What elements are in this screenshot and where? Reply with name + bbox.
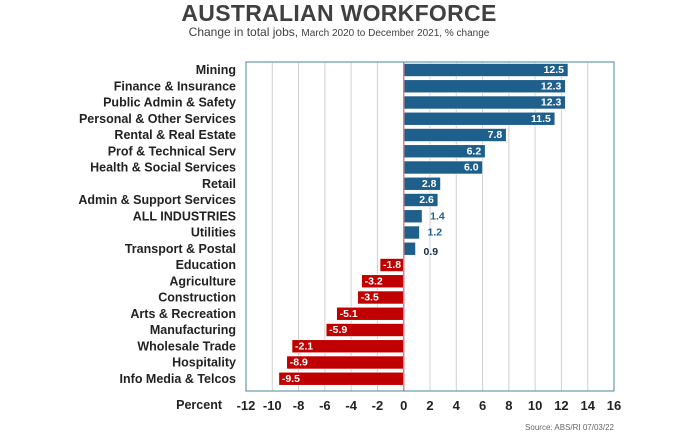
- category-labels: Mining Finance & Insurance Public Admin & …: [78, 63, 236, 386]
- bars: [278, 63, 569, 386]
- category-label: ALL INDUSTRIES: [133, 209, 236, 223]
- data-label: -5.9: [329, 324, 347, 336]
- x-tick-label: 10: [528, 398, 542, 413]
- data-label: 2.8: [422, 178, 437, 190]
- data-label: -1.8: [383, 259, 401, 271]
- category-label: Retail: [202, 177, 236, 191]
- data-label: -3.2: [365, 275, 383, 287]
- x-tick-label: 8: [505, 398, 512, 413]
- subtitle-main: Change in total jobs,: [188, 25, 299, 39]
- category-label: Education: [176, 258, 236, 272]
- subtitle-detail: March 2020 to December 2021, % change: [301, 28, 490, 39]
- category-label: Manufacturing: [150, 323, 236, 337]
- data-label: -9.5: [282, 373, 300, 385]
- category-label: Rental & Real Estate: [114, 128, 236, 142]
- x-tick-label: -12: [237, 398, 256, 413]
- category-label: Transport & Postal: [125, 242, 236, 256]
- data-label: 11.5: [531, 113, 551, 125]
- category-label: Hospitality: [172, 356, 236, 370]
- data-label: 7.8: [488, 129, 503, 141]
- bar: [403, 209, 423, 224]
- x-tick-label: 0: [400, 398, 407, 413]
- x-tick-label: 6: [479, 398, 486, 413]
- chart-subtitle: Change in total jobs, March 2020 to Dece…: [0, 25, 678, 39]
- chart-title: AUSTRALIAN WORKFORCE: [181, 0, 497, 26]
- x-tick-label: -4: [345, 398, 357, 413]
- data-label: 12.5: [544, 64, 565, 76]
- category-label: Prof & Technical Serv: [108, 144, 236, 158]
- plot-frame: [245, 61, 615, 392]
- category-label: Utilities: [191, 226, 236, 240]
- category-label: Agriculture: [169, 274, 236, 288]
- data-label: 2.6: [419, 194, 434, 206]
- x-tick-label: 16: [607, 398, 621, 413]
- bar: [403, 241, 416, 256]
- category-label: Finance & Insurance: [114, 79, 236, 93]
- source-note: Source: ABS/RI 07/03/22: [525, 423, 614, 432]
- x-tick-label: -8: [293, 398, 305, 413]
- category-label: Info Media & Telcos: [120, 372, 236, 386]
- category-label: Health & Social Services: [90, 161, 236, 175]
- x-tick-label: 2: [426, 398, 433, 413]
- x-tick-label: -2: [372, 398, 384, 413]
- bar: [403, 225, 420, 240]
- data-labels: 12.5 12.3 12.3 11.5 7.8 6.2 6.0 2.8 2.6 1.4 1.2 0.9…: [282, 64, 564, 385]
- data-label: 6.2: [467, 145, 482, 157]
- data-label: -3.5: [361, 292, 379, 304]
- category-label: Mining: [196, 63, 236, 77]
- x-tick-label: 14: [580, 398, 595, 413]
- data-label: 0.9: [424, 246, 439, 258]
- category-label: Construction: [158, 291, 236, 305]
- data-label: 1.2: [427, 227, 442, 239]
- category-label: Personal & Other Services: [79, 112, 236, 126]
- category-label: Arts & Recreation: [130, 307, 236, 321]
- data-label: -5.1: [340, 308, 358, 320]
- x-tick-label: 12: [554, 398, 568, 413]
- x-tick-labels: -12 -10 -8 -6 -4 -2 0 2 4 6 8 10 12 14 16: [237, 398, 622, 413]
- data-label: 1.4: [430, 210, 445, 222]
- category-label: Wholesale Trade: [137, 339, 236, 353]
- data-label: 12.3: [541, 80, 562, 92]
- x-axis-label: Percent: [176, 398, 223, 412]
- data-label: -8.9: [290, 357, 308, 369]
- data-label: 6.0: [464, 162, 479, 174]
- x-tick-label: 4: [453, 398, 461, 413]
- x-tick-label: -10: [263, 398, 282, 413]
- category-label: Public Admin & Safety: [103, 96, 236, 110]
- category-label: Admin & Support Services: [78, 193, 236, 207]
- data-label: -2.1: [295, 340, 313, 352]
- x-tick-label: -6: [319, 398, 331, 413]
- data-label: 12.3: [541, 97, 562, 109]
